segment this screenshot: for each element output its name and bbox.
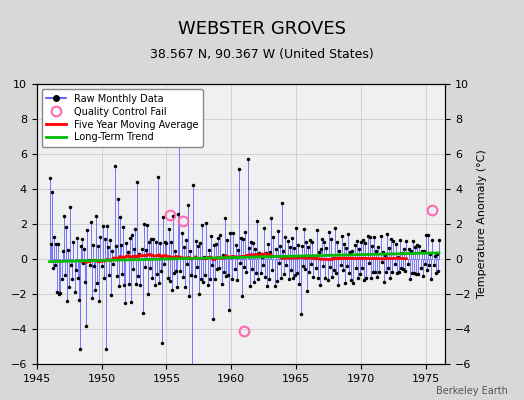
Text: Berkeley Earth: Berkeley Earth bbox=[436, 386, 508, 396]
Y-axis label: Temperature Anomaly (°C): Temperature Anomaly (°C) bbox=[477, 150, 487, 298]
Text: 38.567 N, 90.367 W (United States): 38.567 N, 90.367 W (United States) bbox=[150, 48, 374, 61]
Text: WEBSTER GROVES: WEBSTER GROVES bbox=[178, 20, 346, 38]
Legend: Raw Monthly Data, Quality Control Fail, Five Year Moving Average, Long-Term Tren: Raw Monthly Data, Quality Control Fail, … bbox=[41, 89, 203, 147]
